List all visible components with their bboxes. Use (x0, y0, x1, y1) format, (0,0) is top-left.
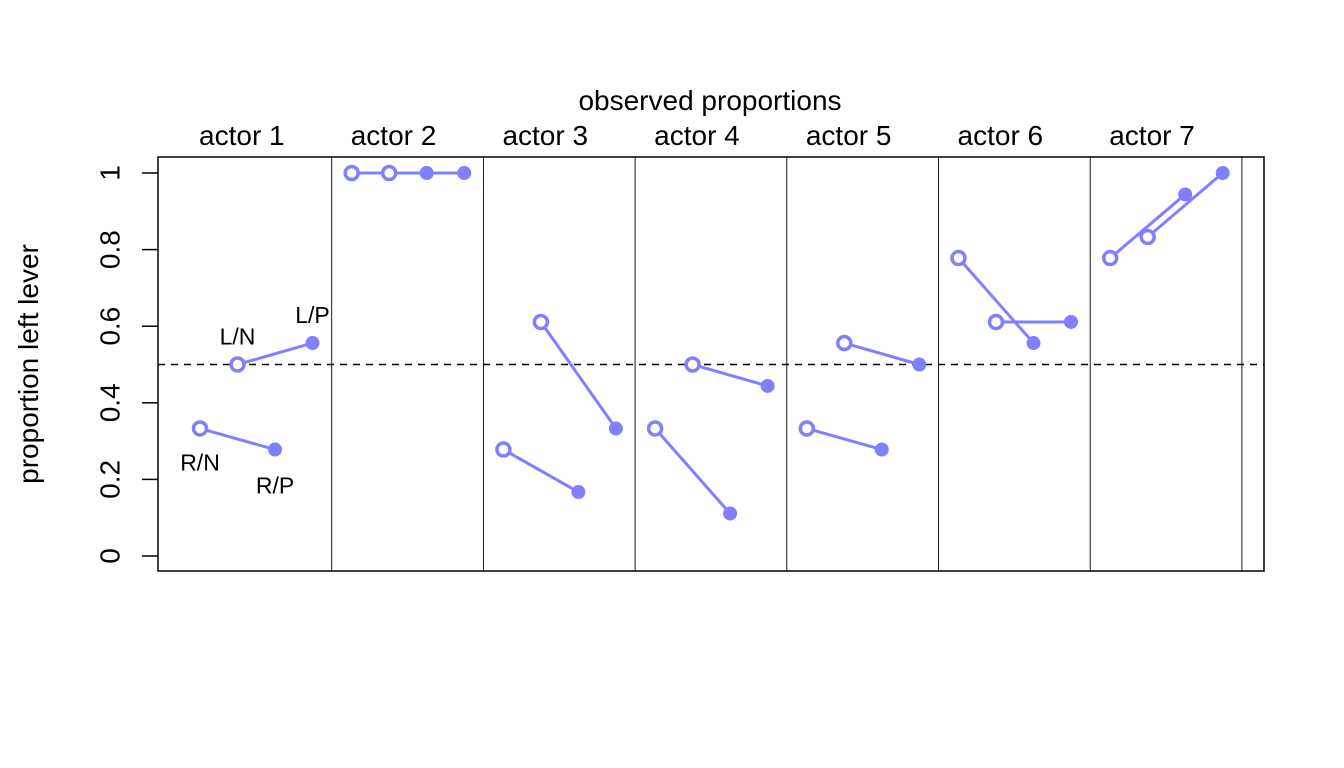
plot-frame (157, 156, 1265, 572)
data-point-l-n (836, 334, 853, 352)
data-point-r-p (571, 485, 586, 500)
connector-line (692, 363, 769, 388)
data-point-r-n (191, 420, 209, 437)
actor-label: actor 6 (958, 120, 1044, 151)
y-axis-label: proportion left lever (13, 244, 44, 484)
actor-label: actor 1 (199, 120, 285, 151)
actor-label: actor 3 (502, 120, 588, 151)
data-point-r-p (874, 442, 889, 457)
chart-title: observed proportions (578, 85, 841, 116)
condition-label: R/N (180, 449, 220, 475)
connector-line (539, 321, 618, 430)
data-point-l-p (305, 336, 320, 351)
connector-line (843, 341, 920, 366)
y-tick-label: 1 (95, 165, 126, 181)
connector-line (957, 257, 1035, 345)
data-point-r-n (1101, 249, 1119, 267)
y-tick-label: 0 (95, 548, 126, 564)
y-axis: 0 0.2 0.4 0.6 0.8 1 (95, 165, 158, 564)
actor-label: actor 4 (654, 120, 740, 151)
data-point-r-p (1026, 336, 1041, 351)
data-point-r-n (343, 164, 360, 182)
data-point-l-n (380, 164, 398, 182)
data-point-r-p (1178, 187, 1193, 202)
condition-label: L/P (295, 302, 330, 328)
data-point-r-n (798, 420, 816, 437)
y-tick-label: 0.2 (95, 460, 126, 499)
condition-label: R/P (256, 473, 294, 499)
data-point-l-p (912, 357, 927, 372)
data-point-r-p (419, 166, 434, 180)
data-point-l-p (608, 421, 623, 436)
data-point-r-p (723, 506, 738, 521)
data-point-r-p (268, 442, 282, 457)
data-point-l-n (532, 313, 550, 331)
connector-line (199, 427, 276, 451)
connector-line (653, 427, 732, 515)
connector-line (1146, 171, 1224, 239)
connector-line (502, 448, 580, 494)
y-tick-label: 0.4 (95, 383, 126, 422)
connector-line (1109, 193, 1187, 260)
condition-label: L/N (220, 324, 256, 350)
y-tick-label: 0.8 (95, 230, 126, 269)
data-point-l-p (1215, 166, 1230, 180)
actor-label: actor 7 (1109, 120, 1195, 151)
data-point-l-p (1064, 314, 1078, 329)
y-tick-label: 0.6 (95, 307, 126, 346)
connector-line (806, 427, 883, 451)
actor-label: actor 5 (806, 120, 892, 151)
data-point-l-n (1139, 228, 1156, 246)
plot-area: actor 1 actor 2 actor 3 actor 4 actor 5 actor… (158, 120, 1264, 571)
data-point-l-n (229, 356, 246, 373)
data-point-r-n (950, 249, 967, 267)
data-point-l-n (684, 356, 701, 373)
data-point-r-n (495, 441, 512, 458)
connector-line (237, 341, 313, 366)
data-point-l-n (987, 313, 1005, 331)
data-point-l-p (457, 166, 472, 180)
actor-label: actor 2 (351, 120, 437, 151)
data-point-l-p (760, 378, 775, 393)
data-point-r-n (646, 420, 664, 437)
